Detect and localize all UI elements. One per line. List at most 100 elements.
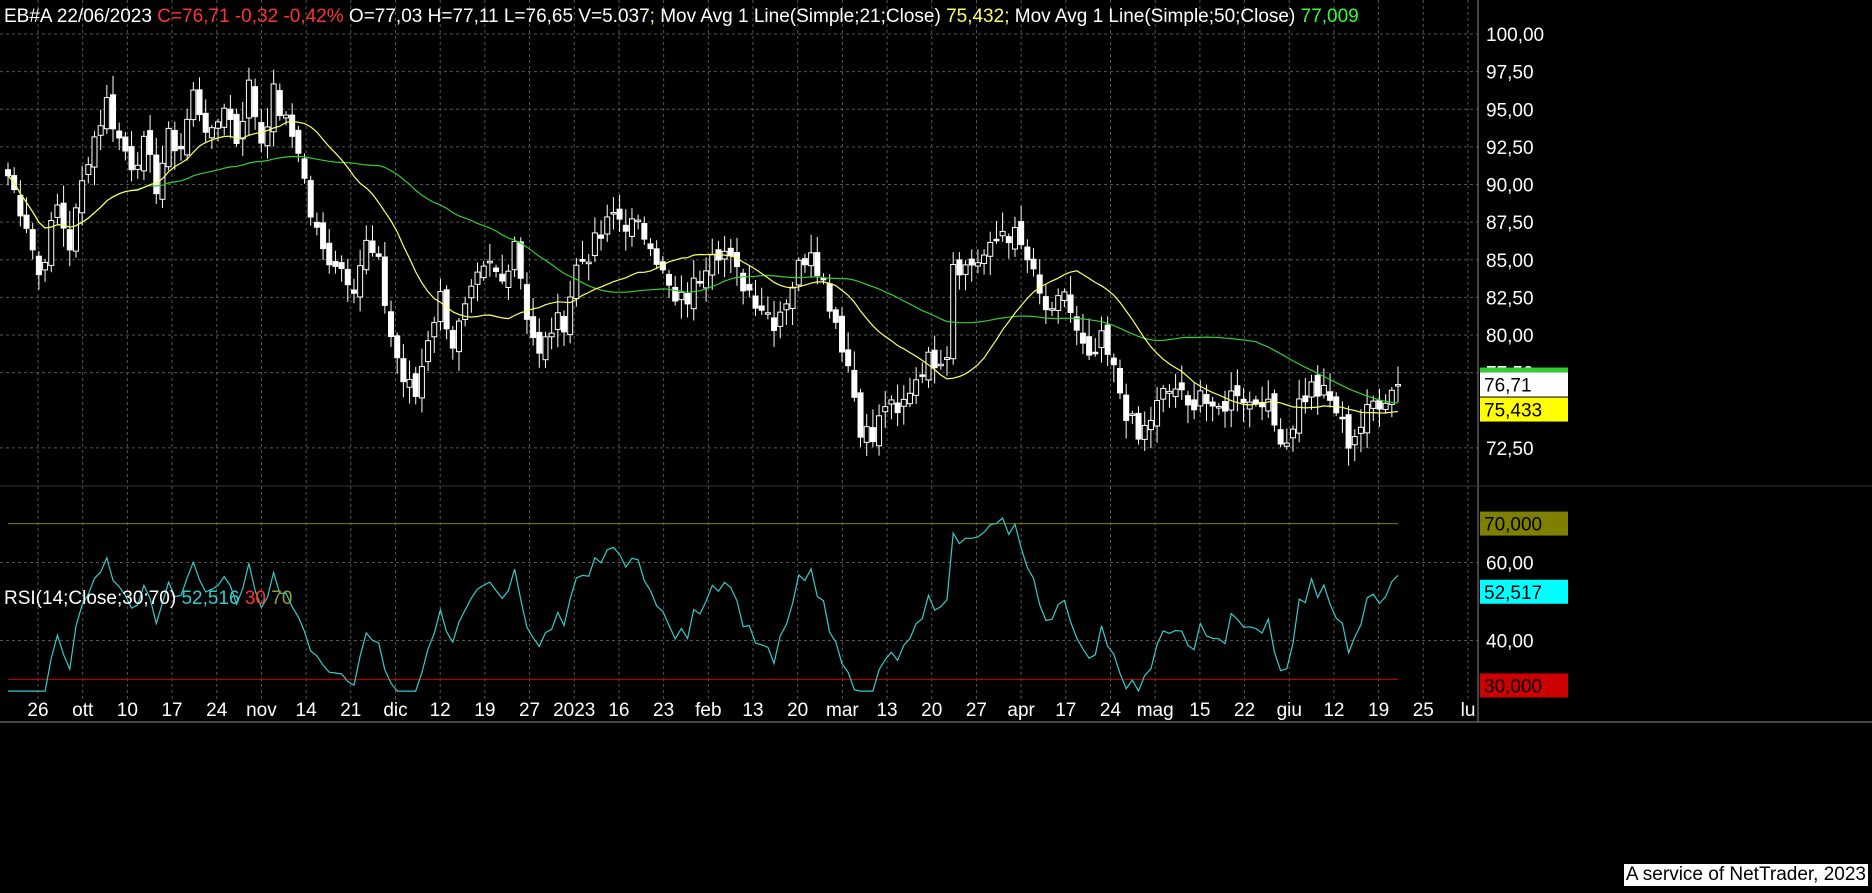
candle-body [678,291,685,301]
candle-body [641,223,648,240]
candle-body [894,402,901,414]
candle-body [690,277,697,310]
candle-body [906,392,913,405]
candle-body [381,256,388,306]
candle-body [369,240,376,253]
time-tick-label: 15 [1189,700,1210,721]
candle-body [869,427,876,443]
ma21-line [7,120,1399,414]
candle-body [35,255,42,276]
candle-body [839,315,845,353]
candle-body [1098,330,1105,349]
time-tick-label: 21 [340,700,361,721]
candle-body [795,259,802,286]
time-tick-label: 13 [742,700,763,721]
time-tick-label: 23 [653,700,674,721]
candle-body [159,162,166,200]
time-tick-label: 24 [206,700,228,721]
candle-body [1092,351,1099,355]
candle-body [394,335,401,359]
candle-body [653,248,660,265]
candle-body [956,259,963,276]
candles [5,67,1401,466]
candle-body [307,180,314,218]
candle-body [264,126,271,147]
candle-body [598,234,605,239]
candle-body [480,265,487,279]
axis-badges: 76,71 75,433 70,000 52,517 30,000 [1480,367,1568,698]
candle-body [338,262,345,270]
candle-body [703,270,710,289]
candle-body [962,264,969,275]
candle-body [437,291,444,323]
time-tick-label: 24 [1100,700,1122,721]
ma50-badge-marker [1480,367,1568,373]
chart-header: EB#A 22/06/2023 C=76,71 -0,32 -0,42% O=7… [4,6,1359,28]
price-tick-label: 82,50 [1486,288,1534,309]
candle-body [208,127,215,139]
candle-body [326,242,333,266]
candle-body [1079,332,1086,344]
candle-body [931,349,938,369]
candle-body [1123,394,1130,422]
candle-body [696,281,703,284]
candle-body [357,265,364,298]
ma50-label: Mov Avg 1 Line(Simple;50;Close) [1014,6,1296,27]
candle-body [1110,357,1117,366]
candle-body [900,398,907,407]
candle-body [375,253,382,257]
candle-body [54,204,61,218]
time-tick-label: dic [383,700,407,721]
price-tick-label: 92,50 [1486,138,1534,159]
candle-body [128,146,135,171]
candle-body [1215,405,1222,409]
candle-body [1314,374,1321,397]
candle-body [1178,382,1185,391]
candle-body [190,89,197,121]
candle-body [1252,399,1259,404]
candle-body [363,239,370,271]
candle-body [431,322,438,338]
date-label: 22/06/2023 [56,6,152,27]
price-tick-label: 80,00 [1486,326,1534,347]
candle-body [1395,384,1401,387]
price-badge-bg [1480,372,1568,397]
candle-body [270,83,277,133]
candle-body [832,309,839,323]
candle-body [1141,424,1148,440]
candle-body [1283,442,1290,447]
ma21-badge-bg [1480,397,1568,422]
candle-body [97,125,104,136]
candle-body [400,358,407,383]
candle-body [153,154,160,195]
candle-body [1005,236,1012,244]
candle-body [455,320,462,353]
candle-body [60,202,67,229]
time-tick-label: 12 [430,700,451,721]
candle-body [474,271,481,285]
candle-body [820,277,827,281]
candle-body [987,241,994,257]
candle-body [313,221,320,228]
candle-body [876,415,883,447]
rsi-line [8,516,1399,693]
candle-body [974,262,981,267]
time-tick-label: giu [1277,700,1302,721]
candle-body [1357,426,1364,434]
time-tick-label: mag [1137,700,1174,721]
candle-body [968,258,975,266]
candle-body [1382,402,1389,410]
candle-body [777,311,784,327]
candle-body [1117,367,1123,394]
candle-body [554,312,561,330]
candle-body [789,286,796,310]
candle-body [184,118,191,156]
candle-body [1388,389,1395,405]
candle-body [610,212,617,215]
candle-body [1067,294,1074,314]
credit-text: A service of NetTrader, 2023 [1623,864,1868,886]
candle-body [103,97,110,130]
candle-body [1172,388,1179,398]
indicator-lines [7,120,1399,693]
time-tick-label: 22 [1234,700,1255,721]
